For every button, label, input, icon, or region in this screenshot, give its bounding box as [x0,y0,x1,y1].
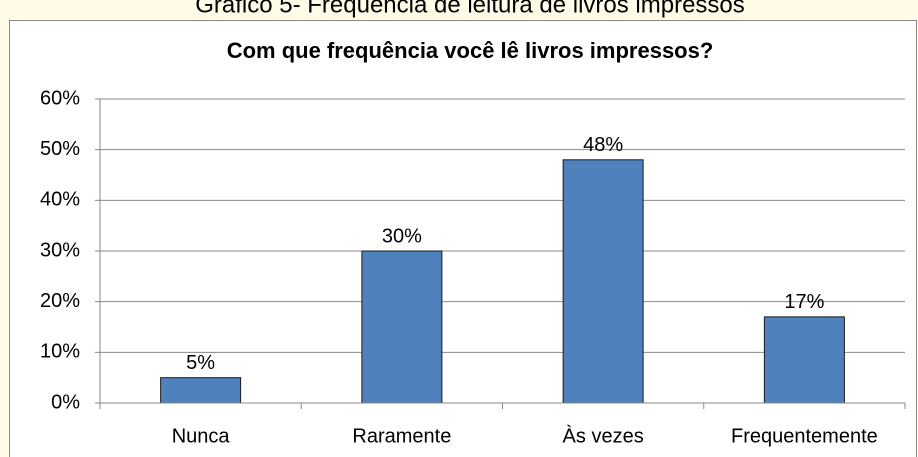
y-tick-label: 0% [51,391,80,413]
data-label: 5% [186,352,215,374]
bar [763,316,845,404]
x-tick-label: Raramente [352,425,451,447]
bar [160,377,242,404]
x-tick-label: Às vezes [563,424,644,447]
y-tick-label: 20% [40,290,80,312]
y-tick-label: 10% [40,341,80,363]
bar [562,159,644,404]
x-tick-label: Nunca [172,425,231,447]
y-tick-label: 50% [40,138,80,160]
figure-caption: Gráfico 5- Frequência de leitura de livr… [195,0,745,18]
y-tick-label: 30% [40,239,80,261]
y-tick-label: 40% [40,189,80,211]
data-label: 17% [784,291,824,313]
data-label: 30% [382,225,422,247]
data-label: 48% [583,134,623,156]
x-tick-label: Frequentemente [731,425,878,447]
chart-title: Com que frequência você lê livros impres… [227,38,714,63]
y-tick-label: 60% [40,87,80,109]
bar [361,250,443,404]
